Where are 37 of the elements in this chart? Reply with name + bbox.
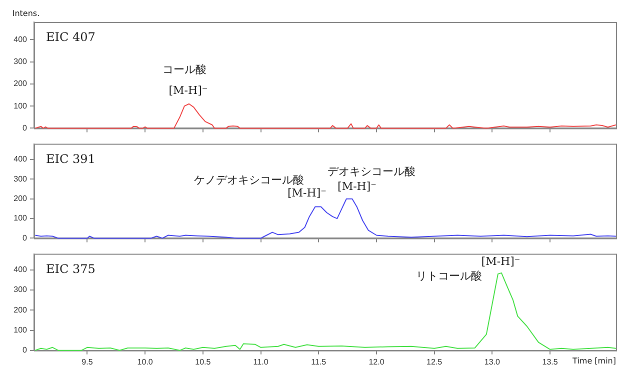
y-tick-label: 300	[14, 285, 28, 294]
y-tick-label: 400	[14, 34, 28, 44]
x-tick-label: 13.5	[542, 357, 558, 366]
y-tick-label: 0	[22, 346, 28, 355]
y-tick-label: 0	[22, 233, 28, 242]
annotation: EIC 407	[46, 30, 96, 44]
annotation: リトコール酸	[416, 269, 482, 282]
x-tick-label: 9.5	[82, 357, 94, 366]
annotation: ケノデオキシコール酸	[194, 173, 304, 186]
annotation: [M-H]⁻	[287, 186, 327, 200]
annotation: [M-H]⁻	[338, 180, 377, 194]
y-tick-label: 100	[14, 101, 28, 110]
y-tick-label: 200	[14, 194, 28, 204]
x-axis-title: Time [min]	[572, 356, 616, 366]
annotation: [M-H]⁻	[168, 84, 208, 97]
y-tick-label: 300	[14, 57, 28, 66]
x-tick-label: 11.0	[253, 357, 269, 366]
x-tick-label: 10.0	[137, 357, 154, 366]
x-tick-label: 13.0	[484, 357, 501, 366]
y-tick-label: 100	[14, 214, 28, 223]
y-tick-label: 100	[14, 325, 28, 334]
y-tick-label: 400	[14, 154, 28, 164]
x-tick-label: 12.5	[426, 357, 443, 366]
annotation: コール酸	[162, 63, 207, 76]
annotation: [M-H]⁻	[481, 254, 520, 268]
x-tick-label: 10.5	[195, 357, 212, 366]
y-tick-label: 0	[22, 123, 28, 132]
annotation: EIC 391	[46, 152, 96, 166]
annotation: EIC 375	[46, 262, 96, 276]
x-tick-label: 12.0	[368, 357, 385, 366]
y-tick-label: 400	[14, 265, 28, 274]
y-tick-label: 200	[14, 305, 28, 314]
annotation: デオキシコール酸	[328, 164, 416, 178]
y-axis-title: Intens.	[12, 9, 40, 18]
x-tick-label: 11.5	[311, 357, 327, 366]
y-tick-label: 200	[14, 79, 28, 88]
y-tick-label: 300	[14, 174, 28, 184]
